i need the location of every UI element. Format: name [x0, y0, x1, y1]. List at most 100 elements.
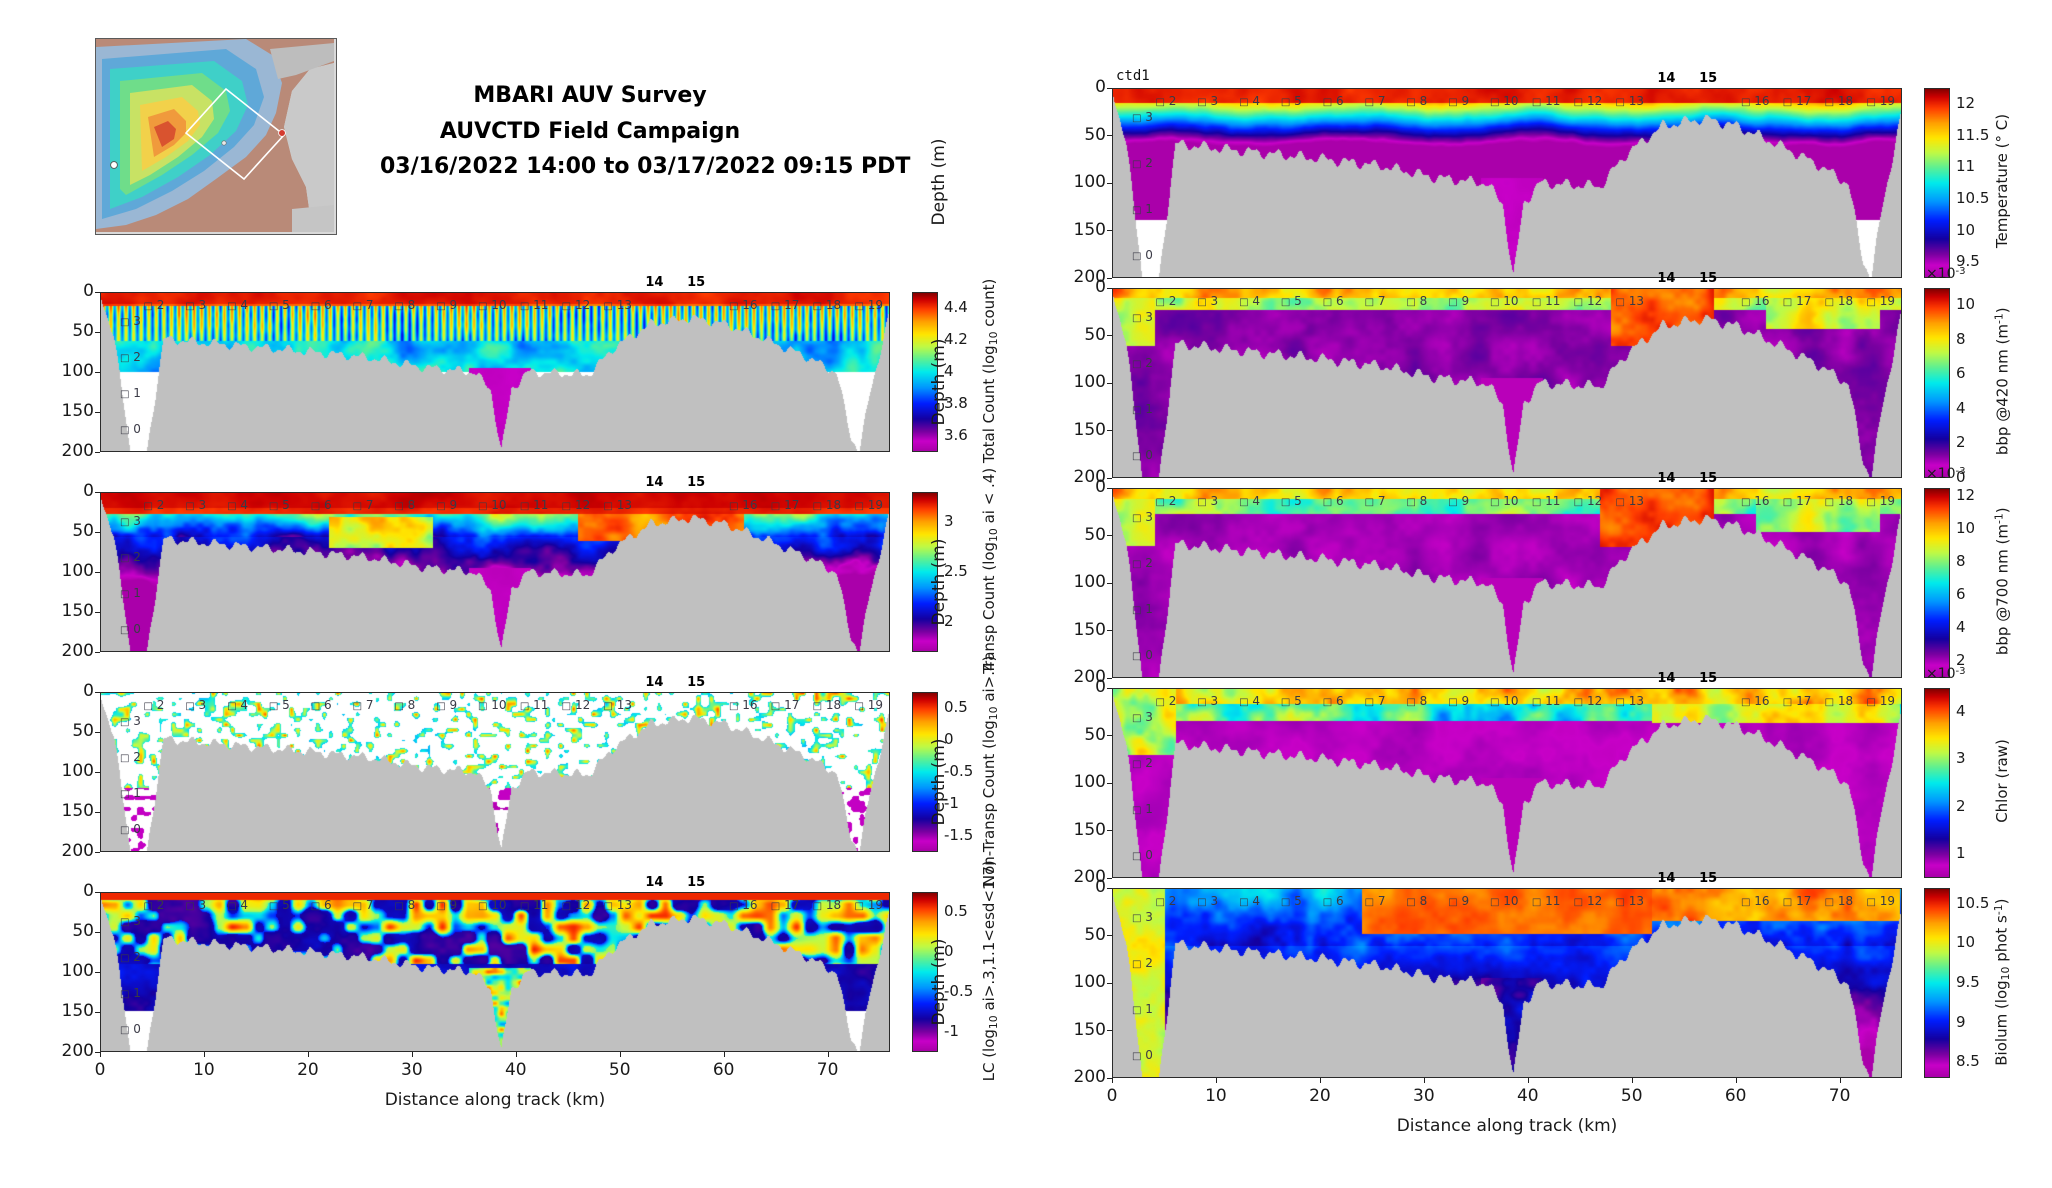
colorbar-tick-label: -0.5: [944, 762, 974, 780]
xtick-label: 30: [1413, 1086, 1435, 1106]
station-label-15: 15: [687, 875, 706, 890]
station-label-14: 14: [645, 875, 664, 890]
station-label-5: □ 5: [268, 698, 290, 712]
ytick-mark: [1107, 287, 1112, 289]
station-label-19: □ 19: [854, 898, 883, 912]
xtick-mark: [1112, 1078, 1113, 1083]
station-label-13: □ 13: [603, 298, 633, 312]
y-axis-label: Depth (m): [929, 138, 949, 226]
station-label-15: 15: [1699, 471, 1718, 486]
ytick-mark: [1107, 277, 1112, 279]
xtick-label: 20: [1309, 1086, 1331, 1106]
station-label-16: □ 16: [1740, 494, 1770, 508]
station-label-2: □ 2: [1155, 294, 1177, 308]
y-axis-label: Depth (m): [929, 738, 949, 826]
depth-index-label: □ 1: [1132, 202, 1153, 216]
station-label-6: □ 6: [310, 898, 332, 912]
title-line-2: AUVCTD Field Campaign: [439, 118, 741, 144]
colorbar-gradient-total-count: [912, 292, 938, 452]
x-axis-label: Distance along track (km): [384, 1090, 606, 1110]
station-label-16: □ 16: [728, 298, 758, 312]
ytick-mark: [95, 731, 100, 733]
ytick-label: 100: [61, 761, 94, 781]
station-label-13: □ 13: [1615, 494, 1645, 508]
station-label-11: □ 11: [1531, 694, 1561, 708]
ytick-mark: [1107, 582, 1112, 584]
colorbar-gradient-bbp420: [1924, 288, 1950, 478]
station-label-14: 14: [645, 275, 664, 290]
y-axis-label: Depth (m): [929, 338, 949, 426]
station-label-9: □ 9: [436, 698, 458, 712]
ytick-mark: [95, 691, 100, 693]
station-label-6: □ 6: [1322, 494, 1344, 508]
colorbar-tick-label: 6: [1956, 364, 1966, 383]
depth-index-label: □ 2: [120, 550, 141, 564]
ytick-mark: [95, 931, 100, 933]
station-label-13: □ 13: [1615, 694, 1645, 708]
colorbar-canvas: [913, 493, 937, 651]
station-label-10: □ 10: [1490, 894, 1519, 908]
ytick-mark: [95, 571, 100, 573]
station-label-9: □ 9: [1448, 894, 1470, 908]
xtick-mark: [203, 1052, 205, 1057]
station-label-19: □ 19: [1866, 694, 1895, 708]
station-label-10: □ 10: [478, 898, 507, 912]
station-label-3: □ 3: [1197, 894, 1219, 908]
ytick-mark: [95, 811, 100, 813]
station-label-7: □ 7: [1364, 94, 1386, 108]
xtick-label: 40: [504, 1060, 527, 1080]
colorbar-tick-label: 2.5: [944, 562, 968, 580]
depth-index-label: □ 2: [1132, 956, 1153, 970]
station-label-12: □ 12: [561, 698, 591, 712]
ytick-label: 50: [1084, 124, 1106, 145]
ytick-mark: [95, 291, 100, 293]
station-label-10: □ 10: [1490, 294, 1519, 308]
ytick-mark: [95, 1051, 100, 1053]
station-label-3: □ 3: [1197, 294, 1219, 308]
station-label-4: □ 4: [227, 898, 248, 912]
ytick-mark: [1107, 982, 1112, 984]
station-label-15: 15: [1699, 271, 1718, 286]
station-label-17: □ 17: [770, 898, 800, 912]
ytick-mark: [1107, 887, 1112, 889]
station-label-6: □ 6: [1322, 894, 1344, 908]
station-label-10: □ 10: [1490, 694, 1519, 708]
station-label-7: □ 7: [1364, 294, 1386, 308]
ytick-mark: [1107, 87, 1112, 89]
station-label-6: □ 6: [310, 698, 332, 712]
station-label-7: □ 7: [1364, 894, 1386, 908]
xtick-label: 0: [94, 1060, 106, 1080]
ytick-mark: [1107, 677, 1112, 679]
xtick-label: 70: [1828, 1086, 1851, 1106]
section-image-non-transp-count: [101, 693, 889, 851]
depth-index-label: □ 0: [1132, 1048, 1153, 1062]
station-label-9: □ 9: [436, 898, 458, 912]
station-label-7: □ 7: [1364, 694, 1386, 708]
station-label-3: □ 3: [1197, 494, 1219, 508]
depth-index-label: □ 1: [120, 586, 141, 600]
station-label-9: □ 9: [1448, 94, 1470, 108]
ytick-label: 0: [1095, 77, 1106, 97]
station-label-16: □ 16: [1740, 894, 1770, 908]
xtick-mark: [1631, 1078, 1633, 1083]
station-label-11: □ 11: [519, 698, 549, 712]
colorbar-tick-label: -0.5: [944, 982, 974, 1000]
colorbar-canvas: [913, 693, 937, 851]
station-label-6: □ 6: [1322, 294, 1344, 308]
ytick-label: 50: [72, 321, 94, 341]
ytick-label: 100: [61, 961, 94, 981]
station-label-8: □ 8: [1406, 894, 1428, 908]
panel-non-transp-count: [100, 692, 890, 852]
station-label-7: □ 7: [352, 698, 374, 712]
depth-index-label: □ 0: [1132, 248, 1153, 262]
colorbar-gradient-biolum: [1924, 888, 1950, 1078]
station-label-4: □ 4: [1239, 294, 1260, 308]
ytick-mark: [1107, 935, 1112, 936]
ytick-mark: [1107, 782, 1112, 784]
colorbar-tick-label: 9.5: [1956, 973, 1980, 991]
station-label-8: □ 8: [1406, 694, 1428, 708]
station-label-13: □ 13: [603, 698, 633, 712]
depth-index-label: □ 1: [120, 786, 141, 800]
station-label-14: 14: [1657, 471, 1676, 486]
colorbar-canvas: [1925, 889, 1949, 1077]
